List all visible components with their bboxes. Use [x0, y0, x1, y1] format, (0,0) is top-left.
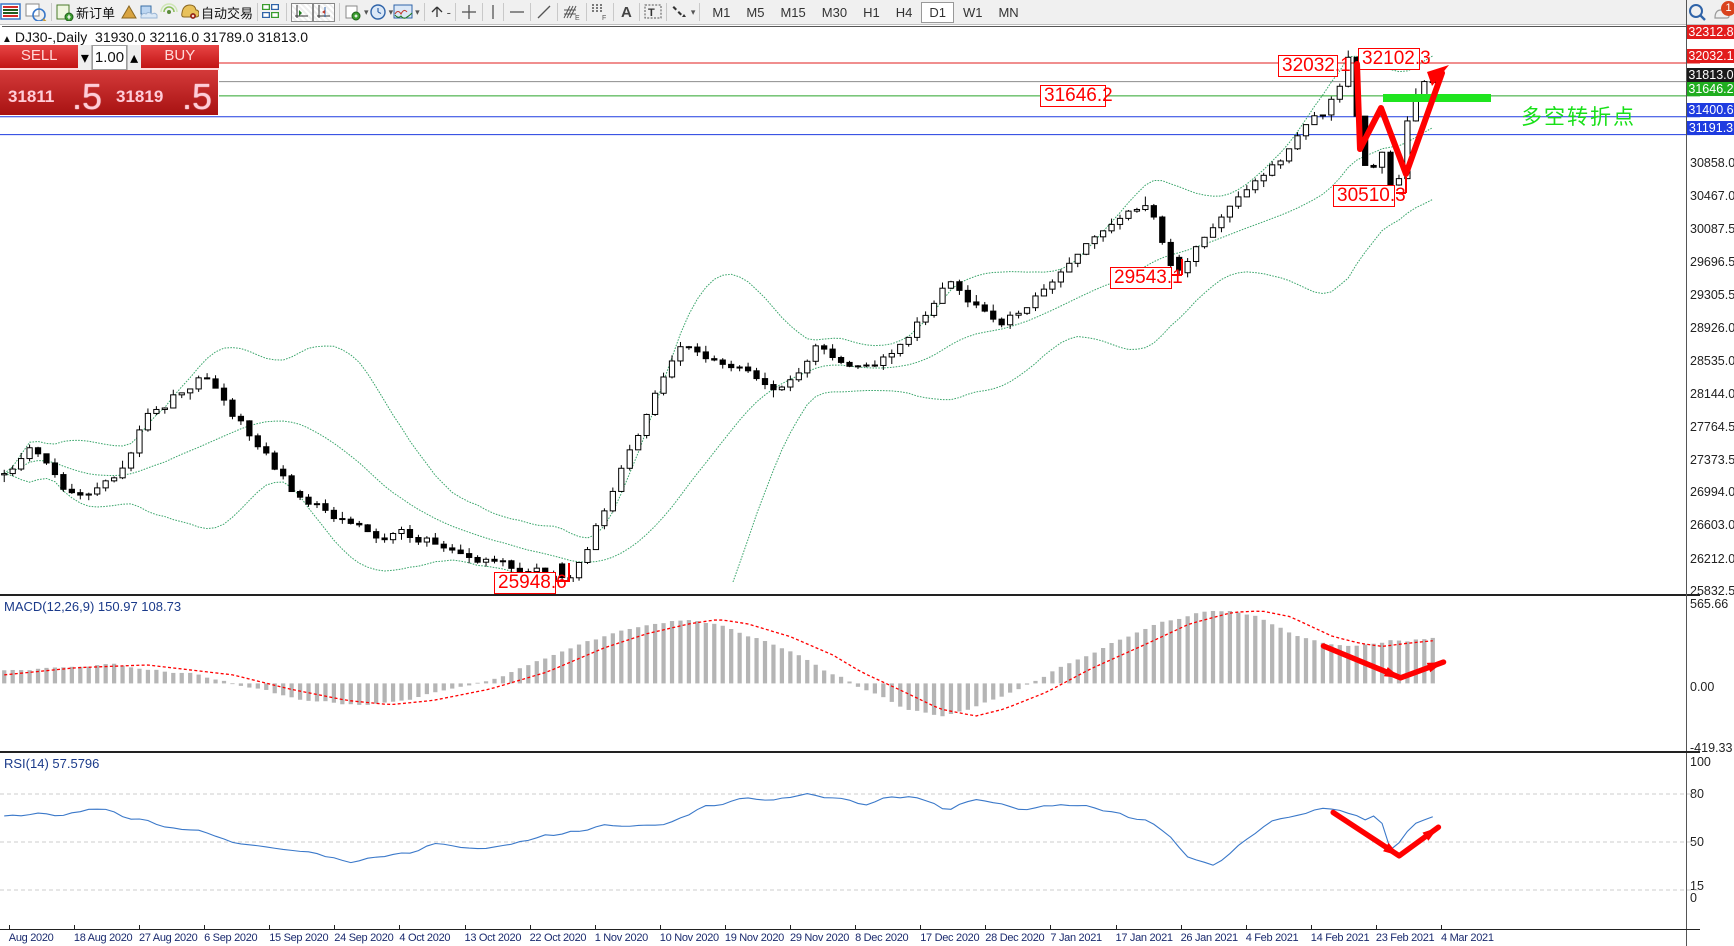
svg-text:F: F [602, 15, 606, 21]
svg-text:T: T [648, 7, 655, 19]
svg-text:E: E [575, 15, 580, 21]
